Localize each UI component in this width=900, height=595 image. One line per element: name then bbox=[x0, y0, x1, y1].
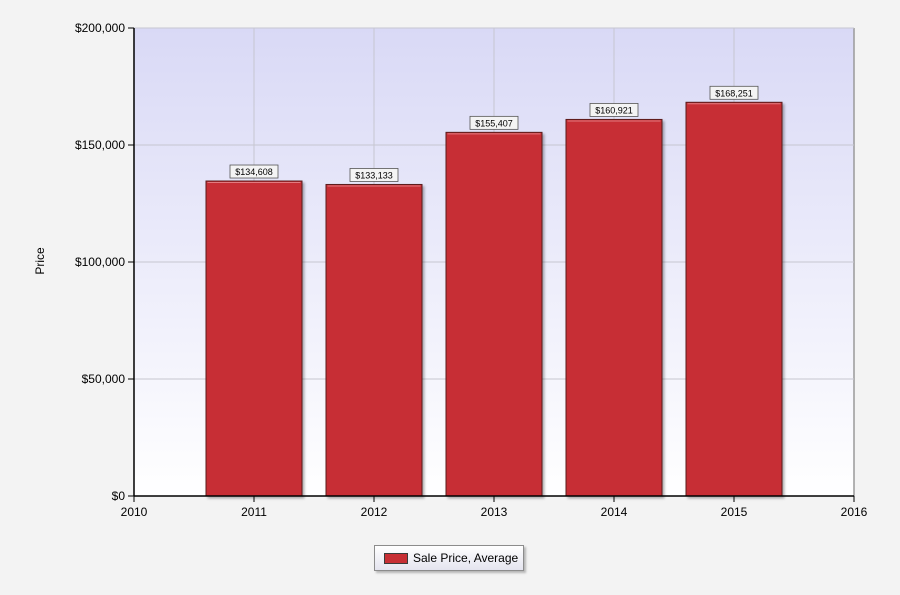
data-label-box bbox=[349, 168, 399, 182]
x-tick-label: 2011 bbox=[241, 505, 267, 519]
x-tick-label: 2016 bbox=[841, 505, 868, 519]
bar bbox=[325, 183, 423, 497]
data-label: $160,921 bbox=[595, 105, 633, 115]
x-tick-label: 2012 bbox=[361, 505, 388, 519]
data-label: $133,133 bbox=[355, 170, 393, 180]
data-label-box bbox=[229, 164, 279, 179]
bar bbox=[445, 131, 543, 497]
legend-label: Sale Price, Average bbox=[413, 551, 519, 565]
legend-swatch bbox=[384, 552, 408, 564]
y-axis-title: Price bbox=[33, 247, 47, 275]
bar bbox=[685, 101, 783, 497]
data-label: $134,608 bbox=[235, 167, 273, 177]
data-label: $168,251 bbox=[715, 88, 753, 98]
legend: Sale Price, Average bbox=[374, 545, 524, 571]
data-label-box bbox=[589, 103, 639, 117]
data-label-box bbox=[469, 115, 519, 130]
y-tick-label: $100,000 bbox=[75, 255, 125, 269]
x-tick-label: 2013 bbox=[481, 505, 508, 519]
y-tick-label: $150,000 bbox=[75, 138, 125, 152]
data-label-box bbox=[709, 85, 759, 100]
x-tick-label: 2015 bbox=[721, 505, 748, 519]
bar bbox=[565, 118, 663, 497]
y-tick-label: $200,000 bbox=[75, 21, 125, 35]
x-tick-label: 2014 bbox=[601, 505, 628, 519]
data-label: $155,407 bbox=[475, 118, 513, 128]
y-tick-label: $0 bbox=[112, 489, 126, 503]
bar bbox=[205, 180, 303, 497]
y-tick-label: $50,000 bbox=[82, 372, 126, 386]
x-tick-label: 2010 bbox=[121, 505, 148, 519]
